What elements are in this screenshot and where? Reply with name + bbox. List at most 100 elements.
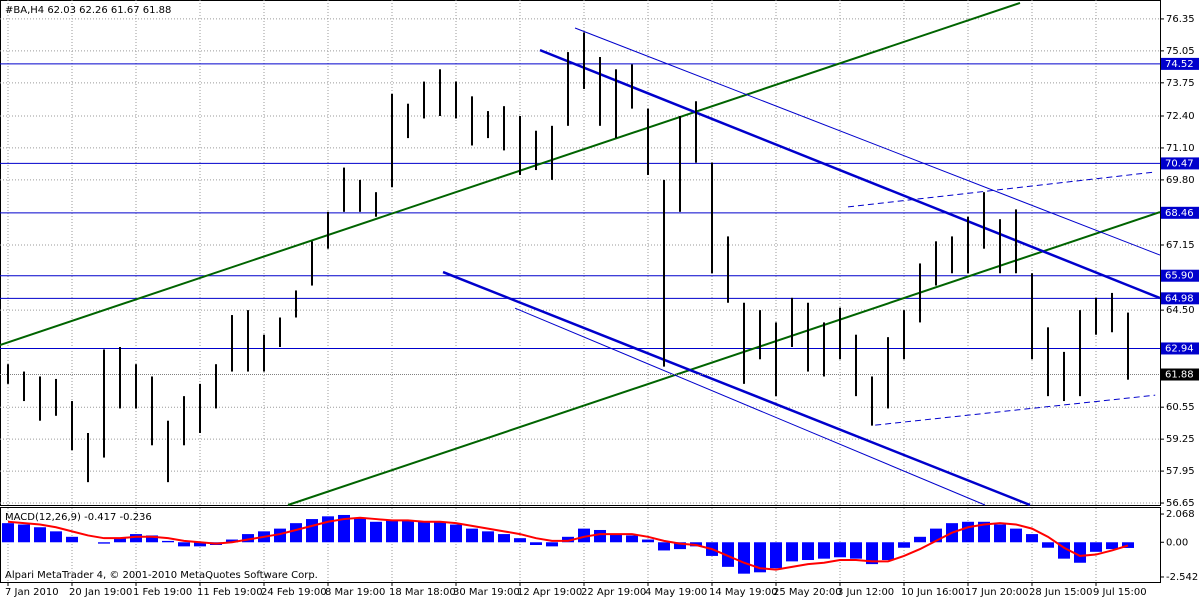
macd-bar — [1074, 542, 1086, 563]
signal-line — [7, 516, 1129, 571]
macd-bar — [482, 531, 494, 543]
level-tag — [1161, 206, 1199, 219]
x-tick-label: 9 Jul 15:00 — [1093, 587, 1147, 598]
trend-line — [847, 171, 1156, 208]
macd-bar — [1042, 542, 1054, 548]
macd-bar — [738, 542, 750, 574]
trend-line — [875, 394, 1156, 426]
macd-bar — [162, 540, 174, 543]
macd-bar — [370, 521, 382, 543]
y-tick-label: 71.10 — [1166, 143, 1195, 154]
level-label: 74.52 — [1165, 59, 1194, 70]
macd-bar — [914, 536, 926, 543]
macd-bar — [1106, 542, 1118, 550]
macd-frame — [0, 507, 1161, 583]
y-tick-label: 59.25 — [1166, 434, 1195, 445]
macd-bar — [546, 542, 558, 547]
x-tick-label: 8 Mar 19:00 — [325, 587, 385, 598]
macd-bar — [658, 542, 670, 551]
macd-bar — [594, 529, 606, 543]
macd-bar — [66, 536, 78, 543]
macd-bar — [866, 542, 878, 565]
macd-bar — [802, 542, 814, 561]
macd-bar — [1010, 528, 1022, 543]
y-tick-label: 76.35 — [1166, 14, 1195, 25]
macd-bar — [994, 524, 1006, 543]
macd-bar — [642, 539, 654, 543]
macd-bar — [882, 542, 894, 561]
y-tick-label: 67.15 — [1166, 240, 1195, 251]
x-tick-label: 18 Mar 18:00 — [389, 587, 456, 598]
macd-bar — [722, 542, 734, 567]
macd-bar — [338, 514, 350, 543]
macd-bar — [290, 523, 302, 543]
copyright: Alpari MetaTrader 4, © 2001-2010 MetaQuo… — [5, 570, 318, 581]
x-tick-label: 30 Mar 19:00 — [453, 587, 520, 598]
y-tick-label: 69.80 — [1166, 175, 1195, 186]
trend-line — [539, 48, 1161, 300]
macd-bar — [18, 524, 30, 543]
macd-bar — [178, 542, 190, 547]
macd-bar — [34, 527, 46, 543]
macd-bar — [530, 542, 542, 545]
trend-line — [514, 307, 986, 506]
trend-line — [574, 27, 1161, 256]
x-tick-label: 14 May 19:00 — [709, 587, 778, 598]
y-tick-label: 56.65 — [1166, 498, 1195, 509]
macd-bar — [434, 521, 446, 543]
x-tick-label: 20 Jan 19:00 — [69, 587, 132, 598]
macd-bar — [114, 538, 126, 543]
macd-bar — [1122, 542, 1134, 548]
indicator-title: MACD(12,26,9) -0.417 -0.236 — [5, 512, 152, 523]
macd-bar — [386, 520, 398, 543]
trend-line — [0, 2, 1021, 346]
y-tick-label: 75.05 — [1166, 46, 1195, 57]
macd-bar — [818, 542, 830, 559]
last-price-tag — [1161, 368, 1199, 381]
level-label: 62.94 — [1165, 343, 1194, 354]
y-tick-label: 73.75 — [1166, 78, 1195, 89]
level-tag — [1161, 57, 1199, 70]
macd-bar — [242, 534, 254, 543]
trend-line — [287, 211, 1161, 506]
macd-bar — [98, 542, 110, 544]
macd-bar — [850, 542, 862, 559]
macd-bar — [226, 539, 238, 543]
level-tag — [1161, 269, 1199, 282]
macd-bar — [834, 542, 846, 558]
x-tick-label: 25 May 20:00 — [773, 587, 842, 598]
chart-title: #BA,H4 62.03 62.26 61.67 61.88 — [5, 5, 171, 16]
y-tick-label: -2.542 — [1166, 572, 1198, 583]
macd-bar — [354, 517, 366, 543]
macd-bar — [898, 542, 910, 548]
x-tick-label: 1 Feb 19:00 — [133, 587, 192, 598]
macd-bar — [978, 521, 990, 543]
macd-bar — [2, 523, 14, 543]
macd-bar — [626, 535, 638, 543]
level-label: 70.47 — [1165, 158, 1194, 169]
y-tick-label: 0.00 — [1166, 537, 1188, 548]
y-tick-label: 57.95 — [1166, 466, 1195, 477]
macd-bar — [1090, 542, 1102, 552]
last-price-label: 61.88 — [1165, 370, 1194, 381]
level-label: 68.46 — [1165, 208, 1194, 219]
level-label: 64.98 — [1165, 293, 1194, 304]
macd-bar — [402, 520, 414, 543]
macd-bar — [674, 542, 686, 550]
x-tick-label: 22 Apr 19:00 — [581, 587, 646, 598]
macd-bar — [274, 528, 286, 543]
x-tick-label: 10 Jun 16:00 — [901, 587, 965, 598]
y-tick-label: 60.55 — [1166, 402, 1195, 413]
macd-bar — [754, 542, 766, 573]
macd-bar — [418, 521, 430, 543]
x-tick-label: 24 Feb 19:00 — [261, 587, 327, 598]
macd-bar — [450, 524, 462, 543]
macd-bar — [50, 531, 62, 543]
trend-line — [442, 270, 1031, 507]
x-tick-label: 12 Apr 19:00 — [517, 587, 582, 598]
level-tag — [1161, 292, 1199, 305]
macd-bar — [786, 542, 798, 562]
x-tick-label: 4 May 19:00 — [645, 587, 707, 598]
macd-bar — [610, 534, 622, 543]
